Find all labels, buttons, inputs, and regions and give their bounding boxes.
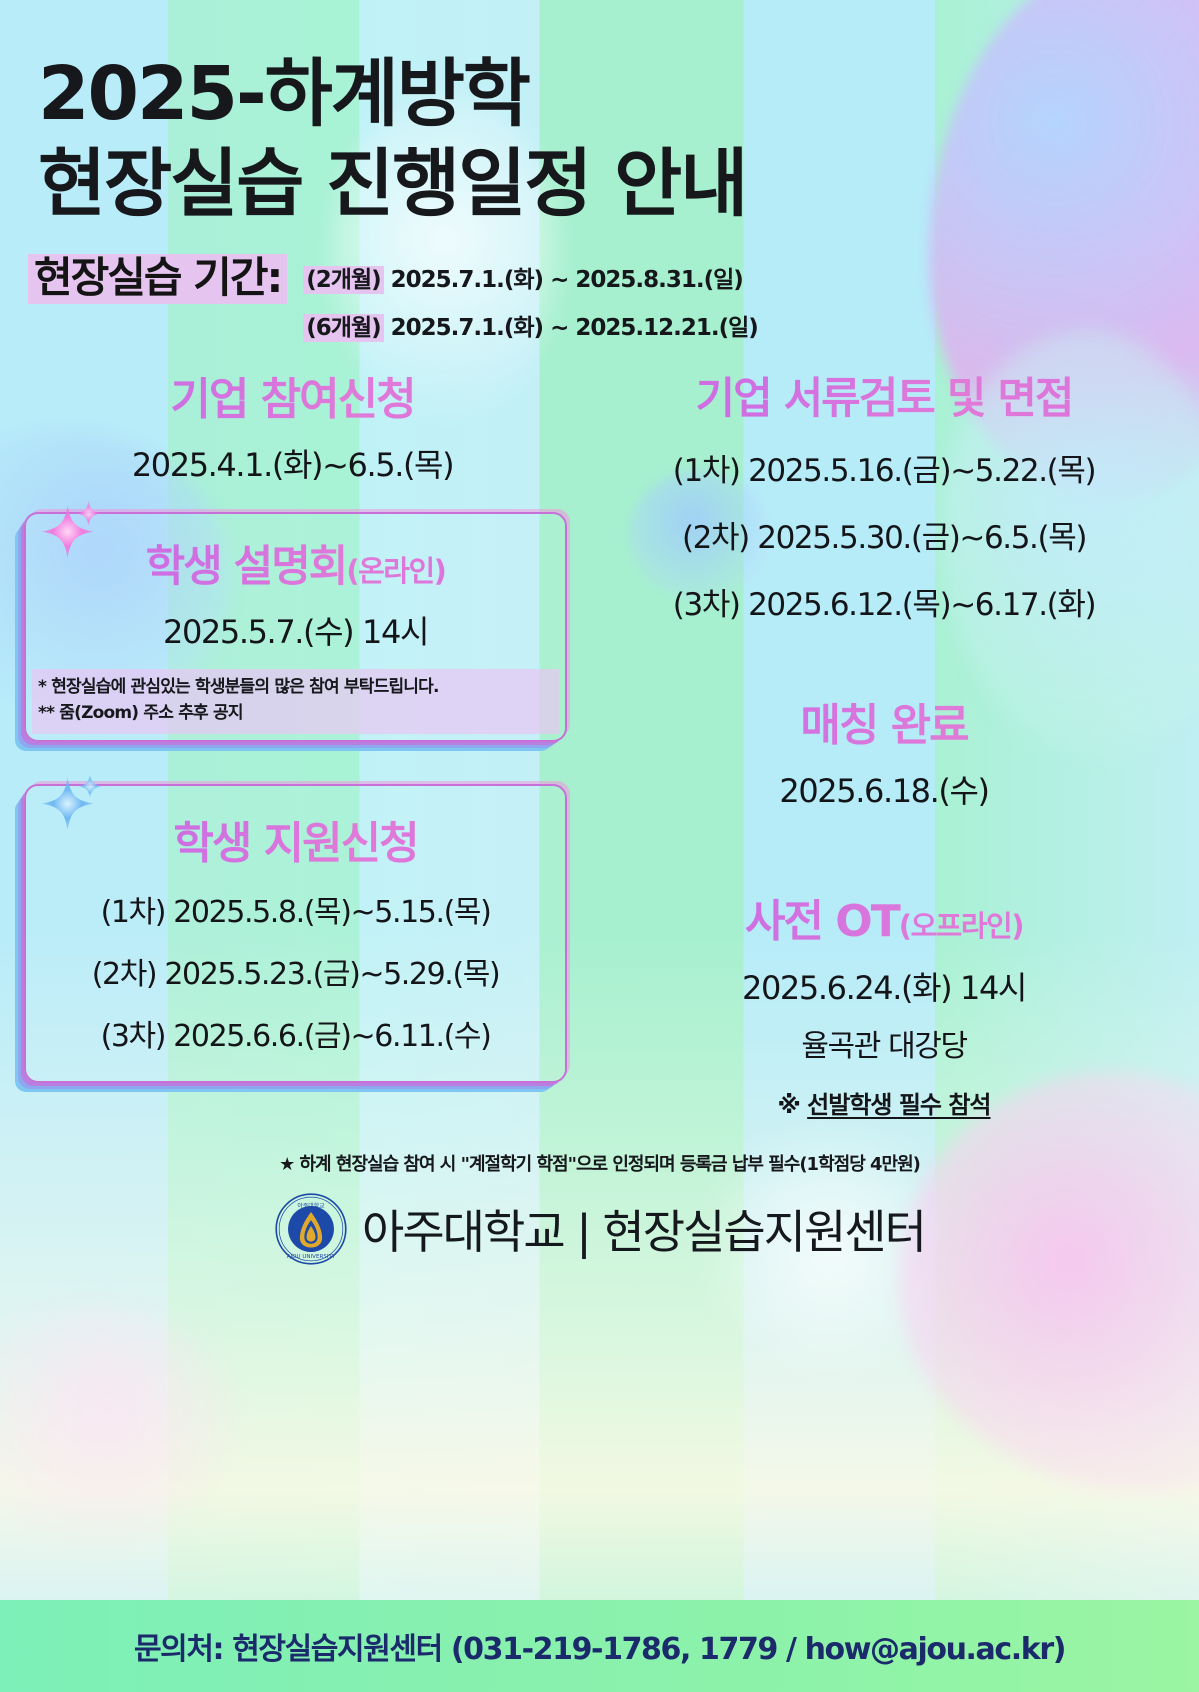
section-review-interview: 기업 서류검토 및 면접 (1차) 2025.5.16.(금)~5.22.(목)… <box>575 375 1193 624</box>
brand-name: 아주대학교 | 현장실습지원센터 <box>362 1204 927 1259</box>
matching-heading: 매칭 완료 <box>575 701 1193 750</box>
svg-text:아주대학교: 아주대학교 <box>297 1201 325 1209</box>
ajou-university-seal-icon: 아주대학교 AJOU UNIVERSITY 1973 <box>275 1193 347 1265</box>
student-briefing-heading-main: 학생 설명회 <box>145 542 347 593</box>
review-interview-heading: 기업 서류검토 및 면접 <box>575 375 1193 423</box>
poster-content: 2025-하계방학 현장실습 진행일정 안내 현장실습 기간: (2개월) 20… <box>0 0 1199 1266</box>
internship-period-row: 현장실습 기간: (2개월) 2025.7.1.(화) ~ 2025.8.31.… <box>28 253 1199 342</box>
credit-note: ★ 하계 현장실습 참여 시 "계절학기 학점"으로 인정되며 등록금 납부 필… <box>279 1153 921 1175</box>
orientation-heading: 사전 OT(오프라인) <box>575 898 1193 946</box>
contact-footer-bar: 문의처: 현장실습지원센터 (031-219-1786, 1779 / how@… <box>0 1600 1199 1692</box>
section-company-apply: 기업 참여신청 2025.4.1.(화)~6.5.(목) <box>10 375 575 486</box>
student-apply-round-1: (1차) 2025.5.8.(목)~5.15.(목) <box>100 894 492 930</box>
student-briefing-date: 2025.5.7.(수) 14시 <box>162 613 429 652</box>
section-orientation: 사전 OT(오프라인) 2025.6.24.(화) 14시 율곡관 대강당 ※ … <box>575 898 1193 1119</box>
section-matching: 매칭 완료 2025.6.18.(수) <box>575 701 1193 812</box>
review-interview-round-3: (3차) 2025.6.12.(목)~6.17.(화) <box>672 586 1097 623</box>
orientation-heading-main: 사전 OT <box>745 896 899 948</box>
orientation-requirement: ※ 선발학생 필수 참석 <box>575 1085 1193 1120</box>
internship-period-label: 현장실습 기간: <box>28 253 288 304</box>
student-briefing-heading-sub: (온라인) <box>346 554 446 589</box>
orientation-requirement-text: 선발학생 필수 참석 <box>807 1090 991 1119</box>
schedule-columns: 기업 참여신청 2025.4.1.(화)~6.5.(목) <box>0 375 1199 1120</box>
right-column: 기업 서류검토 및 면접 (1차) 2025.5.16.(금)~5.22.(목)… <box>575 375 1199 1120</box>
company-apply-date: 2025.4.1.(화)~6.5.(목) <box>131 446 455 485</box>
period-tag-6months: (6개월) <box>303 313 384 342</box>
svg-text:AJOU UNIVERSITY: AJOU UNIVERSITY <box>287 1254 336 1260</box>
orientation-requirement-mark: ※ <box>777 1090 808 1119</box>
period-range-2months: 2025.7.1.(화) ~ 2025.8.31.(일) <box>390 266 744 293</box>
poster-title-line-2: 현장실습 진행일정 안내 <box>38 140 748 227</box>
student-briefing-notes: * 현장실습에 관심있는 학생분들의 많은 참여 부탁드립니다. ** 줌(Zo… <box>32 669 559 735</box>
student-briefing-heading: 학생 설명회(온라인) <box>44 544 547 591</box>
poster-title-line-1: 2025-하계방학 <box>38 51 531 137</box>
internship-period-values: (2개월) 2025.7.1.(화) ~ 2025.8.31.(일) (6개월)… <box>303 260 759 342</box>
orientation-heading-sub: (오프라인) <box>898 909 1023 944</box>
company-apply-heading: 기업 참여신청 <box>10 375 575 424</box>
review-interview-round-2: (2차) 2025.5.30.(금)~6.5.(목) <box>681 519 1087 556</box>
review-interview-round-1: (1차) 2025.5.16.(금)~5.22.(목) <box>672 452 1097 489</box>
brand-row: 아주대학교 AJOU UNIVERSITY 1973 아주대학교 | 현장실습지… <box>0 1192 1199 1266</box>
orientation-date: 2025.6.24.(화) 14시 <box>742 968 1027 1007</box>
student-briefing-note-1: * 현장실습에 관심있는 학생분들의 많은 참여 부탁드립니다. <box>38 677 439 698</box>
title-block: 2025-하계방학 현장실습 진행일정 안내 <box>0 0 1199 228</box>
student-briefing-note-2: ** 줌(Zoom) 주소 추후 공지 <box>38 702 243 723</box>
period-range-6months: 2025.7.1.(화) ~ 2025.12.21.(일) <box>390 314 759 341</box>
svg-text:1973: 1973 <box>306 1249 316 1253</box>
student-apply-round-2: (2차) 2025.5.23.(금)~5.29.(목) <box>91 956 501 992</box>
period-item: (2개월) 2025.7.1.(화) ~ 2025.8.31.(일) <box>303 260 758 294</box>
period-tag-2months: (2개월) <box>303 265 384 294</box>
left-column: 기업 참여신청 2025.4.1.(화)~6.5.(목) <box>0 375 575 1120</box>
orientation-venue: 율곡관 대강당 <box>801 1028 968 1064</box>
student-apply-heading: 학생 지원신청 <box>44 819 547 868</box>
contact-text: 문의처: 현장실습지원센터 (031-219-1786, 1779 / how@… <box>133 1632 1066 1667</box>
decorative-blob-bottom-left <box>0 1302 240 1542</box>
student-apply-round-3: (3차) 2025.6.6.(금)~6.11.(수) <box>100 1018 492 1054</box>
section-student-apply: 학생 지원신청 (1차) 2025.5.8.(목)~5.15.(목) (2차) … <box>24 774 567 1083</box>
matching-date: 2025.6.18.(수) <box>779 772 990 811</box>
period-item: (6개월) 2025.7.1.(화) ~ 2025.12.21.(일) <box>303 308 759 342</box>
section-student-briefing: 학생 설명회(온라인) 2025.5.7.(수) 14시 * 현장실습에 관심있… <box>24 500 567 743</box>
